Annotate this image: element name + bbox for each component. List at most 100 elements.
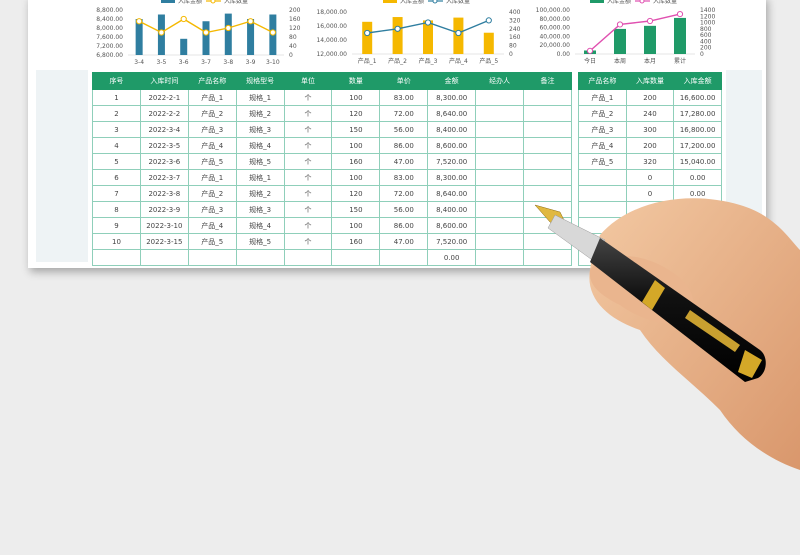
record-cell[interactable]: 83.00: [379, 169, 429, 186]
record-header-cell[interactable]: 序号: [92, 72, 141, 90]
summary-header-cell[interactable]: 入库金额: [673, 72, 722, 90]
line-point: [364, 29, 371, 37]
table-row: 5 2022-3-6 产品_5 规格_5 个 160 47.00 7,520.00: [92, 153, 572, 170]
series-line: [589, 13, 681, 52]
x-axis-tick-label: 3-7: [201, 59, 211, 66]
record-cell[interactable]: 规格_5: [235, 153, 285, 170]
y2-axis-tick-label: 800: [700, 26, 712, 33]
bar: [392, 17, 403, 54]
charts-area: 6,800.00 7,200.00 7,600.00 8,000.00 8,400.00…: [96, 0, 715, 66]
summary-header-cell[interactable]: 入库数量: [625, 72, 675, 90]
table-row: 0.00: [92, 249, 572, 266]
record-cell[interactable]: [283, 249, 333, 266]
x-axis-tick-label: 产品_3: [419, 57, 438, 65]
legend-label-qty: 入库数量: [224, 0, 248, 5]
bar: [135, 19, 143, 55]
y2-axis-tick-label: 200: [700, 45, 712, 52]
table-row: 2 2022-2-2 产品_2 规格_2 个 120 72.00 8,640.00: [92, 105, 572, 122]
record-header-cell[interactable]: 数量: [331, 72, 381, 90]
x-axis-tick-label: 累计: [674, 57, 686, 65]
y2-axis-tick-label: 320: [509, 17, 521, 24]
line-point: [180, 15, 187, 23]
table-row: 4 2022-3-5 产品_4 规格_4 个 100 86.00 8,600.00: [92, 137, 572, 154]
legend-label-amount: 入库金额: [400, 0, 424, 5]
bar: [180, 38, 188, 55]
x-axis-tick-label: 产品_1: [358, 57, 377, 65]
y-axis-tick-label: 0.00: [557, 51, 571, 58]
y2-axis-tick-label: 160: [289, 16, 301, 23]
record-cell[interactable]: 0.00: [427, 249, 477, 266]
y2-axis-tick-label: 1200: [700, 13, 715, 20]
side-panel: [36, 70, 88, 262]
line-point: [676, 10, 684, 18]
summary-header-cell[interactable]: 产品名称: [578, 72, 627, 90]
y2-axis-tick-label: 80: [289, 34, 297, 41]
record-cell[interactable]: 120: [331, 185, 381, 202]
record-header-cell[interactable]: 入库时间: [139, 72, 189, 90]
record-header-cell[interactable]: 单位: [283, 72, 333, 90]
record-header-cell[interactable]: 备注: [523, 72, 572, 90]
y2-axis-tick-label: 80: [509, 43, 517, 50]
y2-axis-tick-label: 0: [509, 51, 513, 58]
table-row: 3 2022-3-4 产品_3 规格_3 个 150 56.00 8,400.00: [92, 121, 572, 138]
y-axis-tick-label: 20,000.00: [539, 42, 570, 49]
x-axis-tick-label: 产品_4: [449, 57, 468, 65]
legend-swatch-qty-marker: [432, 0, 438, 4]
y2-axis-tick-label: 240: [509, 26, 521, 33]
y-axis-tick-label: 40,000.00: [539, 33, 570, 40]
y2-axis-tick-label: 400: [509, 9, 521, 16]
legend-swatch-qty-marker: [210, 0, 216, 4]
x-axis-tick-label: 3-5: [157, 59, 167, 66]
bar: [614, 28, 626, 54]
y-axis-tick-label: 100,000.00: [536, 7, 571, 14]
y-axis-tick-label: 80,000.00: [539, 16, 570, 23]
y2-axis-tick-label: 600: [700, 32, 712, 39]
line-point: [616, 21, 624, 28]
table-row: 7 2022-3-8 产品_2 规格_2 个 120 72.00 8,640.00: [92, 185, 572, 202]
y2-axis-tick-label: 0: [289, 52, 293, 59]
line-point: [424, 19, 432, 26]
y-axis-tick-label: 14,000.00: [316, 37, 347, 44]
record-header-cell[interactable]: 单价: [379, 72, 429, 90]
record-header-cell[interactable]: 规格型号: [235, 72, 285, 90]
legend-label-qty: 入库数量: [653, 0, 677, 5]
line-point: [455, 29, 462, 37]
y2-axis-tick-label: 120: [289, 25, 301, 32]
line-point: [269, 29, 276, 36]
x-axis-tick-label: 产品_2: [388, 57, 407, 65]
bar: [202, 21, 210, 55]
y-axis-tick-label: 8,800.00: [96, 7, 123, 14]
x-axis-tick-label: 今日: [584, 57, 596, 65]
record-cell[interactable]: [235, 249, 285, 266]
record-cell[interactable]: 47.00: [379, 153, 429, 170]
x-axis-tick-label: 3-4: [134, 59, 144, 66]
y2-axis-tick-label: 1000: [700, 20, 715, 27]
record-cell[interactable]: [379, 249, 429, 266]
record-cell[interactable]: 个: [283, 185, 333, 202]
y2-axis-tick-label: 0: [700, 51, 704, 58]
line-point: [485, 17, 492, 24]
bar: [224, 13, 232, 56]
x-axis-tick-label: 3-10: [266, 59, 280, 66]
legend-swatch-qty-marker: [639, 0, 645, 4]
line-point: [202, 29, 210, 36]
table-row: 产品_3 300 16,800.00: [578, 121, 722, 138]
legend-label-amount: 入库金额: [607, 0, 631, 5]
y-axis-tick-label: 6,800.00: [96, 52, 123, 59]
x-axis-tick-label: 3-8: [223, 59, 233, 66]
line-point: [394, 25, 401, 32]
bar: [483, 32, 494, 54]
record-header-cell[interactable]: 金额: [427, 72, 477, 90]
y-axis-tick-label: 7,200.00: [96, 43, 123, 50]
bar: [362, 21, 373, 54]
y-axis-tick-label: 7,600.00: [96, 34, 123, 41]
record-cell[interactable]: [331, 249, 381, 266]
pen-gold-clip: [685, 310, 740, 352]
x-axis-tick-label: 本月: [644, 57, 656, 65]
record-header-cell[interactable]: 产品名称: [187, 72, 237, 90]
y2-axis-tick-label: 40: [289, 43, 297, 50]
line-point: [646, 17, 654, 25]
record-cell[interactable]: [523, 249, 572, 266]
legend-swatch-amount: [161, 0, 175, 3]
x-axis-tick-label: 3-6: [179, 59, 189, 66]
